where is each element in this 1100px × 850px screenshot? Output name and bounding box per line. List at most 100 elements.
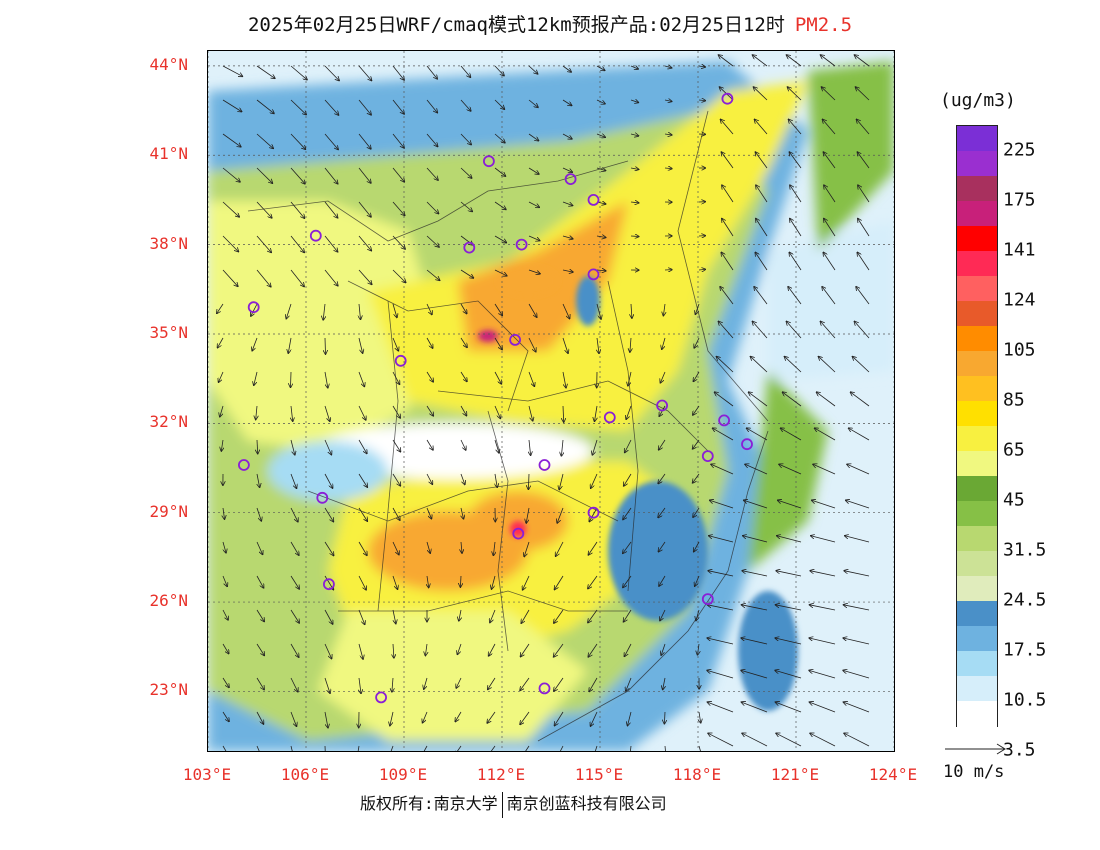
wind-arrow xyxy=(658,507,666,518)
wind-arrow xyxy=(357,745,360,751)
wind-arrow xyxy=(659,575,666,586)
pollutant-label: PM2.5 xyxy=(794,14,853,36)
lat-label: 29°N xyxy=(149,501,188,521)
wind-arrow xyxy=(324,235,338,252)
wind-arrow xyxy=(775,670,802,679)
wind-reference-label: 10 m/s xyxy=(943,762,1005,782)
wind-arrow xyxy=(290,711,297,726)
city-marker xyxy=(718,414,730,427)
wind-arrow xyxy=(460,99,471,111)
wind-arrow xyxy=(693,371,700,381)
wind-arrow xyxy=(813,464,836,475)
wind-arrow xyxy=(521,609,530,623)
legend-swatch xyxy=(957,326,997,352)
wind-arrow xyxy=(708,605,734,611)
wind-arrow xyxy=(528,371,534,386)
wind-arrow xyxy=(628,371,632,386)
wind-arrow xyxy=(390,711,394,726)
wind-arrow xyxy=(528,201,539,207)
wind-arrow xyxy=(392,133,404,148)
wind-arrow xyxy=(557,507,564,523)
wind-arrow xyxy=(845,536,870,543)
city-marker xyxy=(741,438,753,451)
wind-arrow xyxy=(524,541,530,557)
wind-arrow xyxy=(563,405,564,422)
wind-arrow xyxy=(390,745,394,751)
wind-arrow xyxy=(252,337,258,351)
city-marker xyxy=(509,333,522,346)
wind-arrow xyxy=(853,357,870,373)
wind-arrow xyxy=(460,167,472,178)
legend-tick-label: 141 xyxy=(1003,239,1036,261)
wind-arrow xyxy=(426,405,433,416)
wind-arrow xyxy=(358,371,364,387)
wind-arrow xyxy=(392,405,400,418)
wind-arrow xyxy=(559,745,564,751)
wind-arrow xyxy=(324,677,330,693)
wind-arrow xyxy=(708,733,734,747)
wind-arrow xyxy=(288,337,292,353)
wind-arrow xyxy=(715,392,734,407)
wind-arrow xyxy=(775,638,802,645)
wind-arrow xyxy=(562,236,573,239)
title-text: 2025年02月25日WRF/cmaq模式12km预报产品:02月25日12时 xyxy=(247,14,785,36)
wind-arrow xyxy=(753,55,768,67)
wind-arrow xyxy=(843,670,870,679)
graticule xyxy=(208,51,894,751)
wind-arrow xyxy=(664,100,672,101)
legend-swatch xyxy=(957,601,997,627)
wind-arrow xyxy=(594,745,598,751)
wind-arrow xyxy=(592,439,598,455)
wind-arrow xyxy=(392,439,401,452)
city-marker xyxy=(701,450,714,463)
wind-arrow xyxy=(459,609,461,621)
wind-arrow xyxy=(256,745,260,751)
wind-arrow xyxy=(290,677,298,692)
legend-swatch xyxy=(957,626,997,652)
wind-arrow xyxy=(695,303,700,314)
wind-arrow xyxy=(257,473,260,487)
wind-arrow xyxy=(222,167,240,182)
wind-arrow xyxy=(456,677,462,688)
wind-arrow xyxy=(290,167,305,184)
wind-arrow xyxy=(222,235,238,252)
wind-arrow xyxy=(787,55,802,67)
wind-arrow xyxy=(843,638,870,645)
wind-arrow xyxy=(857,252,870,271)
wind-arrow xyxy=(662,337,666,349)
wind-arrow xyxy=(426,337,433,348)
wind-arrow xyxy=(222,745,227,751)
wind-arrow xyxy=(358,167,371,183)
wind-arrow xyxy=(713,428,734,441)
wind-arrow xyxy=(788,87,802,101)
city-marker xyxy=(587,268,600,281)
wind-arrow xyxy=(290,541,299,555)
wind-arrow xyxy=(809,670,836,679)
wind-arrow xyxy=(424,677,428,689)
wind-arrow xyxy=(455,711,462,722)
legend-swatch xyxy=(957,476,997,502)
wind-arrow xyxy=(755,119,768,135)
wind-arrow xyxy=(710,500,734,509)
city-marker xyxy=(247,301,260,314)
wind-arrow xyxy=(220,405,224,417)
legend-swatch xyxy=(957,701,997,727)
city-marker xyxy=(603,411,616,424)
wind-arrow xyxy=(707,638,734,645)
wind-arrow xyxy=(698,100,705,101)
wind-arrow xyxy=(324,711,328,728)
wind-arrow xyxy=(562,303,570,319)
wind-arrow xyxy=(556,541,564,556)
wind-arrow xyxy=(623,575,632,587)
wind-arrow xyxy=(392,337,398,351)
wind-arrow xyxy=(776,733,802,747)
wind-arrow xyxy=(631,303,632,318)
wind-arrow xyxy=(222,269,238,286)
wind-arrow xyxy=(554,677,564,691)
wind-arrow xyxy=(528,167,539,174)
wind-arrow xyxy=(494,405,500,418)
legend-tick-label: 105 xyxy=(1003,339,1036,361)
wind-arrow xyxy=(664,168,672,169)
wind-arrow xyxy=(290,575,299,589)
wind-arrow xyxy=(562,133,572,139)
